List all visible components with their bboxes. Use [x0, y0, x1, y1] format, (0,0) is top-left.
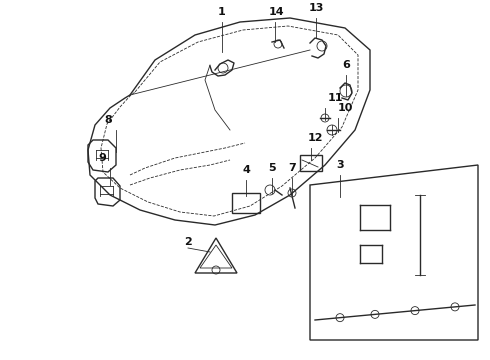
Bar [232, 193, 260, 213]
Text: 4: 4 [242, 165, 250, 175]
Text: 5: 5 [268, 163, 276, 173]
Circle shape [371, 310, 379, 318]
Text: 6: 6 [342, 60, 350, 70]
Text: 8: 8 [104, 115, 112, 125]
Circle shape [336, 314, 344, 321]
Text: 3: 3 [336, 160, 344, 170]
Bar [300, 155, 322, 171]
Text: 13: 13 [308, 3, 324, 13]
Text: 9: 9 [98, 153, 106, 163]
Text: 2: 2 [184, 237, 192, 247]
Text: 10: 10 [337, 103, 353, 113]
Text: 11: 11 [327, 93, 343, 103]
Text: 7: 7 [288, 163, 296, 173]
Text: 12: 12 [307, 133, 323, 143]
Text: 1: 1 [218, 7, 226, 17]
Text: 14: 14 [268, 7, 284, 17]
Circle shape [411, 307, 419, 315]
Circle shape [451, 303, 459, 311]
